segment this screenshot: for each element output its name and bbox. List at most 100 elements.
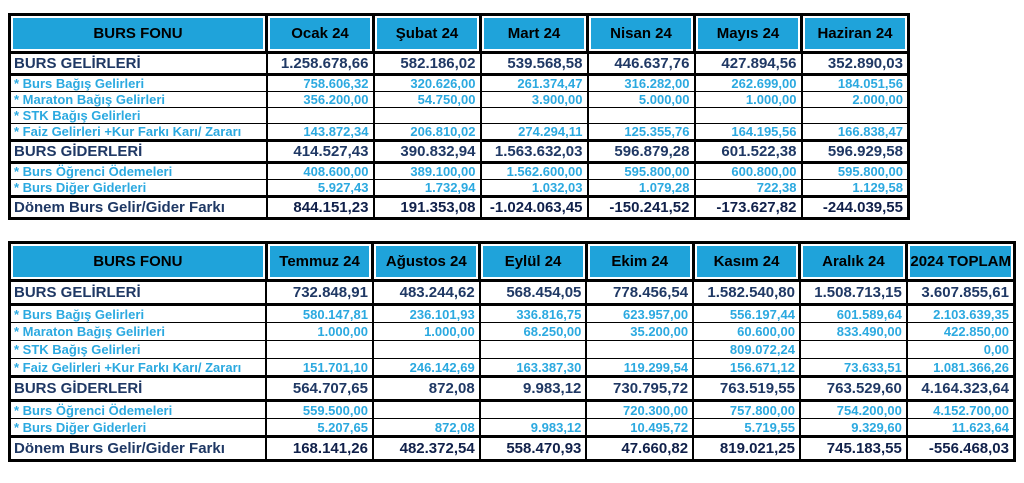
amount-cell: 556.197,44 xyxy=(692,304,801,323)
row-label: * STK Bağış Gelirleri xyxy=(8,340,268,359)
amount-cell: -1.024.063,45 xyxy=(479,195,589,220)
amount-cell xyxy=(798,340,908,359)
row-label: * Maraton Bağış Gelirleri xyxy=(8,91,268,108)
row-label: * Burs Öğrenci Ödemeleri xyxy=(8,400,268,419)
amount-cell: -150.241,52 xyxy=(586,195,696,220)
row-label: * Faiz Gelirleri +Kur Farkı Karı/ Zararı xyxy=(8,358,268,377)
amount-cell: 236.101,93 xyxy=(371,304,481,323)
period-column-header: Şubat 24 xyxy=(372,13,482,54)
detail-row: * Burs Bağış Gelirleri 580.147,81 236.101,… xyxy=(8,304,1016,323)
amount-cell: 164.195,56 xyxy=(693,123,803,141)
amount-cell: 5.207,65 xyxy=(265,418,374,437)
amount-cell: 54.750,00 xyxy=(372,91,482,108)
amount-cell: 414.527,43 xyxy=(265,139,375,164)
amount-cell: 732.848,91 xyxy=(265,279,374,306)
amount-cell: 763.519,55 xyxy=(692,375,801,402)
amount-cell: 316.282,00 xyxy=(586,74,696,92)
amount-cell: 0,00 xyxy=(905,340,1016,359)
detail-row: * Burs Bağış Gelirleri 758.606,32 320.626,… xyxy=(8,74,910,92)
amount-cell: 483.244,62 xyxy=(371,279,481,306)
amount-cell: 35.200,00 xyxy=(585,322,695,341)
period-column-header: Mart 24 xyxy=(479,13,589,54)
amount-cell: 482.372,54 xyxy=(371,435,481,462)
amount-cell: 568.454,05 xyxy=(478,279,588,306)
amount-cell: 143.872,34 xyxy=(265,123,375,141)
amount-cell: 191.353,08 xyxy=(372,195,482,220)
amount-cell: 156.671,12 xyxy=(692,358,801,377)
row-label: * Burs Bağış Gelirleri xyxy=(8,74,268,92)
amount-cell: 408.600,00 xyxy=(265,162,375,180)
amount-cell xyxy=(479,107,589,124)
amount-cell: 757.800,00 xyxy=(692,400,801,419)
amount-cell: 763.529,60 xyxy=(798,375,908,402)
amount-cell: 730.795,72 xyxy=(585,375,695,402)
detail-row: * Maraton Bağış Gelirleri 1.000,00 1.000,0… xyxy=(8,322,1016,341)
amount-cell: 5.719,55 xyxy=(692,418,801,437)
amount-cell: 595.800,00 xyxy=(586,162,696,180)
amount-cell xyxy=(693,107,803,124)
amount-cell: 1.258.678,66 xyxy=(265,51,375,76)
amount-cell: 1.000,00 xyxy=(265,322,374,341)
fund-title-header: BURS FONU xyxy=(8,13,268,54)
amount-cell: 68.250,00 xyxy=(478,322,588,341)
period-column-header: Mayıs 24 xyxy=(693,13,803,54)
amount-cell xyxy=(586,107,696,124)
detail-row: * Burs Öğrenci Ödemeleri 408.600,00 389.10… xyxy=(8,162,910,180)
period-column-header: 2024 TOPLAM xyxy=(905,241,1016,282)
detail-row: * Maraton Bağış Gelirleri 356.200,00 54.75… xyxy=(8,91,910,108)
amount-cell: 1.732,94 xyxy=(372,179,482,197)
amount-cell: 601.589,64 xyxy=(798,304,908,323)
section-row: BURS GİDERLERİ 564.707,65 872,08 9.983,12 73… xyxy=(8,375,1016,402)
amount-cell: 1.508.713,15 xyxy=(798,279,908,306)
amount-cell: 758.606,32 xyxy=(265,74,375,92)
amount-cell: 320.626,00 xyxy=(372,74,482,92)
row-label: BURS GİDERLERİ xyxy=(8,139,268,164)
period-column-header: Ocak 24 xyxy=(265,13,375,54)
amount-cell: 872,08 xyxy=(371,375,481,402)
amount-cell: 580.147,81 xyxy=(265,304,374,323)
amount-cell: 5.000,00 xyxy=(586,91,696,108)
header-row: BURS FONU Ocak 24 Şubat 24 Mart 24 Nisan 24 M… xyxy=(8,13,910,54)
amount-cell: 261.374,47 xyxy=(479,74,589,92)
amount-cell: 1.129,58 xyxy=(800,179,910,197)
amount-cell: 1.582.540,80 xyxy=(692,279,801,306)
amount-cell: 596.929,58 xyxy=(800,139,910,164)
amount-cell: 1.563.632,03 xyxy=(479,139,589,164)
row-label: BURS GELİRLERİ xyxy=(8,279,268,306)
row-label: * Maraton Bağış Gelirleri xyxy=(8,322,268,341)
detail-row: * Faiz Gelirleri +Kur Farkı Karı/ Zararı… xyxy=(8,123,910,141)
amount-cell: 3.607.855,61 xyxy=(905,279,1016,306)
amount-cell: 427.894,56 xyxy=(693,51,803,76)
amount-cell: 564.707,65 xyxy=(265,375,374,402)
fund-title-header: BURS FONU xyxy=(8,241,268,282)
detail-row: * Burs Diğer Giderleri 5.927,43 1.732,94 1.… xyxy=(8,179,910,197)
amount-cell: 168.141,26 xyxy=(265,435,374,462)
amount-cell xyxy=(265,107,375,124)
amount-cell: 601.522,38 xyxy=(693,139,803,164)
amount-cell: 778.456,54 xyxy=(585,279,695,306)
amount-cell: 623.957,00 xyxy=(585,304,695,323)
amount-cell: 558.470,93 xyxy=(478,435,588,462)
amount-cell: 184.051,56 xyxy=(800,74,910,92)
amount-cell: 11.623,64 xyxy=(905,418,1016,437)
amount-cell: 582.186,02 xyxy=(372,51,482,76)
amount-cell: 809.072,24 xyxy=(692,340,801,359)
amount-cell xyxy=(371,400,481,419)
amount-cell: 833.490,00 xyxy=(798,322,908,341)
amount-cell: 595.800,00 xyxy=(800,162,910,180)
burs-fonu-table-second-half: BURS FONU Temmuz 24 Ağustos 24 Eylül 24 Ekim… xyxy=(8,241,1016,462)
detail-row: * Burs Öğrenci Ödemeleri 559.500,00 720.30… xyxy=(8,400,1016,419)
detail-row: * Burs Diğer Giderleri 5.207,65 872,08 9.98… xyxy=(8,418,1016,437)
amount-cell: 352.890,03 xyxy=(800,51,910,76)
amount-cell: 844.151,23 xyxy=(265,195,375,220)
burs-fonu-report: BURS FONU Ocak 24 Şubat 24 Mart 24 Nisan 24 M… xyxy=(8,13,1016,462)
amount-cell xyxy=(371,340,481,359)
section-row: BURS GELİRLERİ 1.258.678,66 582.186,02 539.… xyxy=(8,51,910,76)
amount-cell: 1.081.366,26 xyxy=(905,358,1016,377)
amount-cell: 872,08 xyxy=(371,418,481,437)
amount-cell xyxy=(800,107,910,124)
amount-cell xyxy=(265,340,374,359)
row-label: Dönem Burs Gelir/Gider Farkı xyxy=(8,195,268,220)
amount-cell: 5.927,43 xyxy=(265,179,375,197)
amount-cell: 262.699,00 xyxy=(693,74,803,92)
